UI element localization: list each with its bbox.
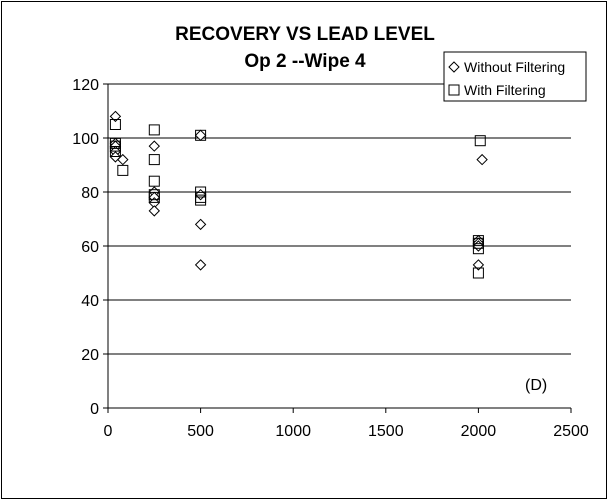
x-tick-label: 1500 <box>368 423 404 440</box>
point-with-filtering <box>148 191 160 203</box>
data-points <box>109 110 488 279</box>
point-without-filtering <box>109 110 122 123</box>
gridlines <box>108 83 571 355</box>
chart-title: RECOVERY VS LEAD LEVEL <box>175 24 435 45</box>
legend-marker-with-filtering <box>448 84 460 96</box>
legend-label: Without Filtering <box>464 59 565 75</box>
legend: Without Filtering With Filtering <box>443 51 587 102</box>
point-without-filtering <box>472 259 485 271</box>
y-tick-label: 20 <box>81 347 99 364</box>
point-with-filtering <box>148 124 160 136</box>
point-with-filtering <box>109 146 121 157</box>
point-without-filtering <box>148 205 161 217</box>
chart-subtitle: Op 2 --Wipe 4 <box>244 51 366 72</box>
x-tick-label: 0 <box>104 423 113 440</box>
point-with-filtering <box>474 135 486 147</box>
y-tick-label: 80 <box>81 185 99 202</box>
point-without-filtering <box>194 259 207 271</box>
y-tick-label: 120 <box>72 77 99 94</box>
y-tick-label: 0 <box>90 401 99 418</box>
point-without-filtering <box>194 218 207 231</box>
point-with-filtering <box>148 154 160 166</box>
tick-labels: 0 20 40 60 80 100 120 0 500 1000 1500 2000 2500 <box>72 77 589 440</box>
point-with-filtering <box>117 164 129 176</box>
y-tick-label: 100 <box>72 131 99 148</box>
x-tick-label: 500 <box>187 423 214 440</box>
y-tick-label: 40 <box>81 293 99 310</box>
panel-annotation: (D) <box>525 377 547 394</box>
legend-box <box>443 51 587 102</box>
x-tick-label: 1000 <box>275 423 311 440</box>
point-without-filtering <box>117 153 129 166</box>
point-without-filtering <box>194 129 207 142</box>
point-without-filtering <box>476 153 488 166</box>
legend-label: With Filtering <box>464 82 546 98</box>
axes <box>103 83 572 413</box>
point-with-filtering <box>148 175 160 187</box>
point-with-filtering <box>109 119 121 130</box>
x-tick-label: 2000 <box>461 423 497 440</box>
point-with-filtering <box>195 194 207 206</box>
x-tick-label: 2500 <box>553 423 589 440</box>
point-without-filtering <box>148 140 161 152</box>
y-tick-label: 60 <box>81 239 99 256</box>
legend-marker-without-filtering <box>448 61 460 73</box>
point-with-filtering <box>472 267 484 279</box>
point-with-filtering <box>195 129 207 141</box>
point-with-filtering <box>472 243 484 255</box>
